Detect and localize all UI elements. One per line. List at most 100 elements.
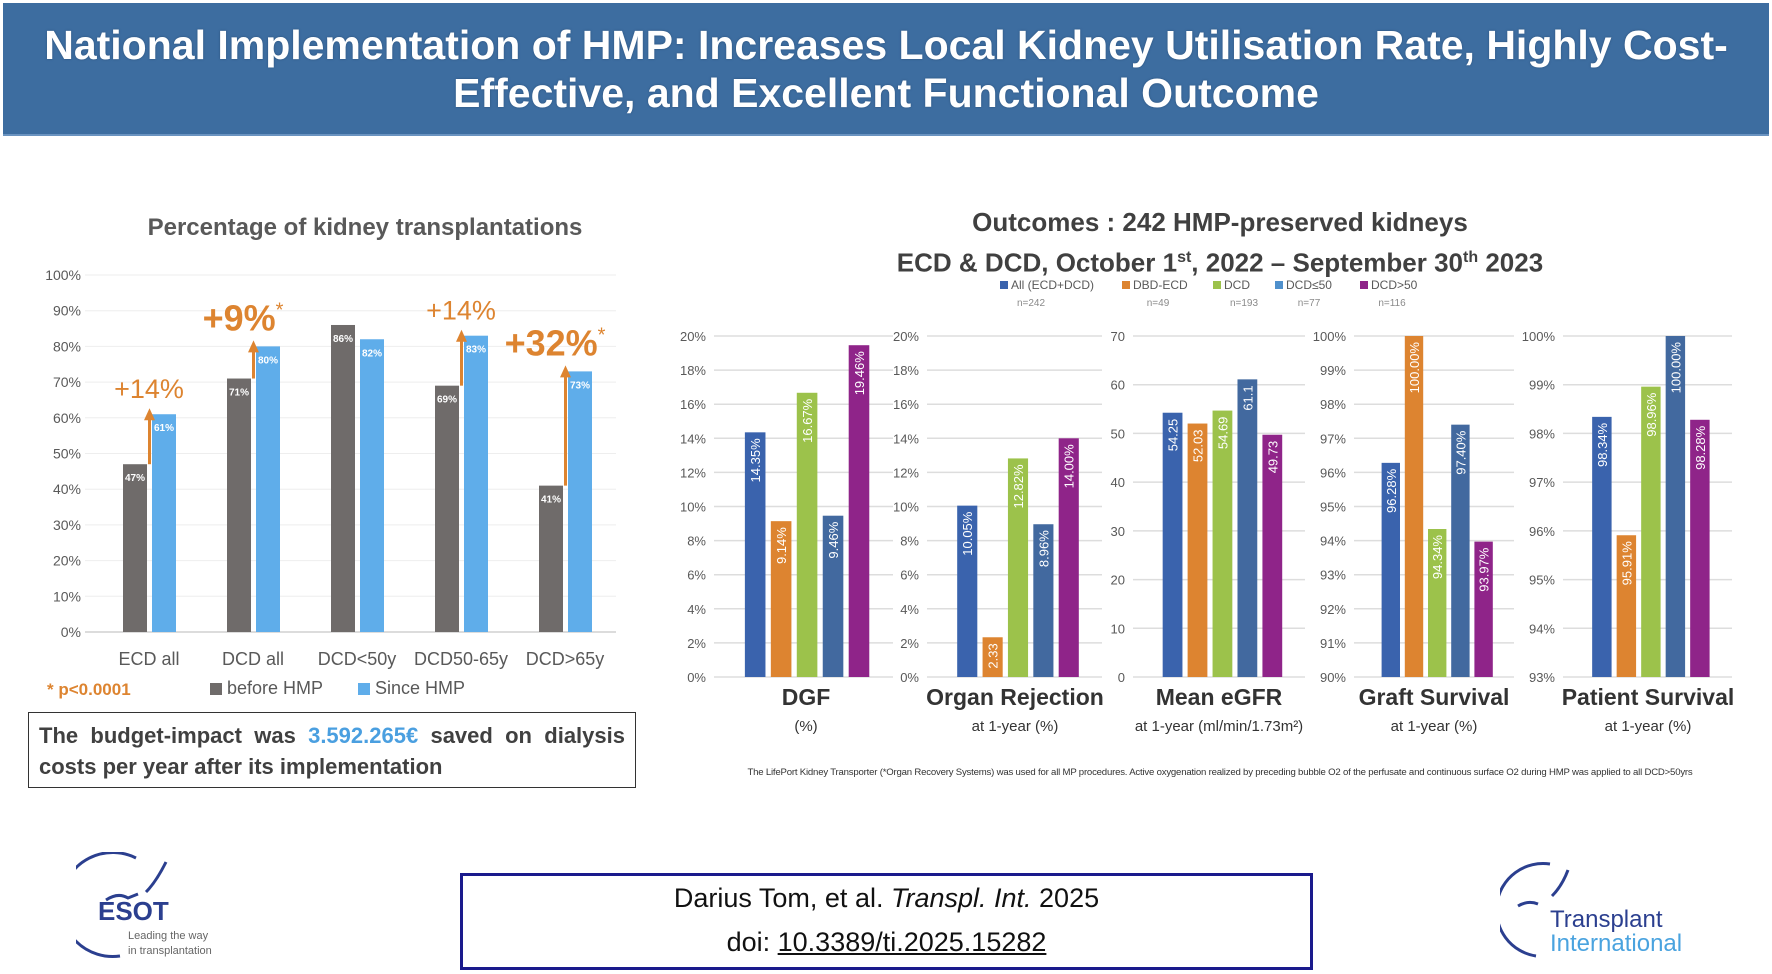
bar-value-label: 9.46%	[826, 521, 841, 558]
legend-item: DBD-ECD	[1122, 278, 1188, 292]
legend-swatch	[1275, 281, 1283, 289]
y-tick-label: 0%	[687, 670, 706, 685]
y-tick-label: 98%	[1320, 397, 1346, 412]
y-tick-label: 20%	[893, 329, 919, 344]
y-tick-label: 2%	[900, 636, 919, 651]
y-tick-label: 90%	[1320, 670, 1346, 685]
bar-value-label: 96.28%	[1384, 468, 1399, 513]
significance-star: *	[276, 299, 284, 321]
bar-dcd-50	[1474, 541, 1493, 677]
x-tick-label: DCD all	[222, 649, 284, 669]
panel-title-dgf: DGF	[781, 684, 831, 710]
bar-dbd-ecd	[770, 521, 792, 677]
bar-dbd-ecd	[982, 637, 1003, 677]
y-tick-label: 60	[1111, 378, 1125, 393]
bar-all-ecd-dcd-	[744, 432, 766, 677]
bar-value-label: 8.96%	[1036, 530, 1051, 567]
y-tick-label: 93%	[1320, 568, 1346, 583]
y-tick-label: 10%	[893, 500, 919, 515]
y-tick-label: 93%	[1529, 670, 1555, 685]
bar-dcd	[1641, 386, 1661, 677]
bar-value-label: 10.05%	[960, 511, 975, 556]
y-tick-label: 80%	[53, 338, 81, 354]
increase-annotation: +14%	[426, 296, 496, 326]
citation-year: 2025	[1031, 883, 1100, 913]
esot-tagline: in transplantation	[128, 945, 212, 957]
bar-value-label: 83%	[466, 345, 486, 356]
y-tick-label: 94%	[1529, 621, 1555, 636]
y-tick-label: 70%	[53, 374, 81, 390]
legend-label: DBD-ECD	[1133, 278, 1188, 292]
bar-value-label: 97.40%	[1453, 430, 1468, 475]
panel-subtitle-egfr: at 1-year (ml/min/1.73m²)	[1134, 718, 1304, 735]
legend-swatch	[1213, 281, 1221, 289]
bar-value-label: 98.96%	[1644, 392, 1659, 437]
budget-text: saved on dialysis costs per year after i…	[39, 723, 625, 779]
bar-value-label: 95.91%	[1619, 541, 1634, 586]
y-tick-label: 2%	[687, 636, 706, 651]
y-tick-label: 18%	[893, 363, 919, 378]
legend-item: DCD≤50	[1275, 278, 1332, 292]
legend-swatch	[210, 682, 222, 695]
bar-value-label: 94.34%	[1430, 535, 1445, 580]
bar-dcd-50	[1237, 379, 1258, 677]
y-tick-label: 95%	[1529, 573, 1555, 588]
y-tick-label: 100%	[1313, 329, 1347, 344]
bar-value-label: 71%	[229, 388, 249, 399]
subtitle-part: 2023	[1478, 247, 1544, 278]
y-tick-label: 14%	[680, 431, 706, 446]
bar-dbd-ecd	[1404, 336, 1424, 677]
legend-n: n=77	[1297, 298, 1321, 309]
legend-n: n=193	[1229, 298, 1259, 309]
bar-all-ecd-dcd-	[957, 505, 978, 677]
y-tick-label: 70	[1111, 329, 1125, 344]
bar-since	[152, 414, 176, 632]
y-tick-label: 0%	[900, 670, 919, 685]
bar-value-label: 100.00%	[1668, 342, 1683, 394]
bar-value-label: 47%	[125, 473, 145, 484]
esot-name: ESOT	[98, 896, 169, 926]
y-tick-label: 6%	[687, 568, 706, 583]
y-tick-label: 20%	[53, 553, 81, 569]
legend-item-before: before HMP	[210, 678, 323, 699]
bar-before	[227, 378, 251, 632]
bar-before	[539, 485, 563, 632]
bar-value-label: 73%	[570, 380, 590, 391]
bar-value-label: 61%	[154, 423, 174, 434]
esot-logo: ESOT Leading the way in transplantation	[59, 851, 236, 964]
increase-annotation: +9%*	[203, 297, 284, 338]
bar-value-label: 12.82%	[1011, 464, 1026, 509]
doi-link[interactable]: 10.3389/ti.2025.15282	[777, 927, 1047, 957]
bar-dcd-50	[1690, 419, 1710, 677]
panel-subtitle-graft: at 1-year (%)	[1390, 718, 1478, 735]
panel-subtitle-dgf: (%)	[794, 718, 818, 735]
legend-label: DCD	[1224, 278, 1250, 292]
bar-value-label: 93.97%	[1477, 547, 1492, 592]
bar-all-ecd-dcd-	[1162, 412, 1183, 677]
y-tick-label: 4%	[687, 602, 706, 617]
y-tick-label: 16%	[680, 397, 706, 412]
increase-arrowhead	[560, 365, 571, 378]
legend-item-since: Since HMP	[358, 678, 465, 699]
y-tick-label: 90%	[53, 303, 81, 319]
panel-title-egfr: Mean eGFR	[1155, 684, 1283, 710]
subtitle-sup: st	[1177, 249, 1192, 266]
y-tick-label: 60%	[53, 410, 81, 426]
bar-value-label: 82%	[362, 348, 382, 359]
y-tick-label: 97%	[1320, 431, 1346, 446]
y-tick-label: 94%	[1320, 534, 1346, 549]
legend-label: All (ECD+DCD)	[1011, 278, 1095, 292]
citation-journal: Transpl. Int.	[890, 883, 1032, 913]
y-tick-label: 50%	[53, 446, 81, 462]
bar-dbd-ecd	[1187, 423, 1208, 677]
bar-since	[464, 335, 488, 632]
y-tick-label: 0	[1118, 670, 1125, 685]
subtitle-sup: th	[1463, 249, 1479, 266]
panel-subtitle-patient: at 1-year (%)	[1604, 718, 1692, 735]
bar-dcd	[1428, 529, 1447, 677]
bar-value-label: 69%	[437, 395, 457, 406]
bar-value-label: 19.46%	[852, 351, 867, 396]
y-tick-label: 8%	[900, 534, 919, 549]
transplant-international-logo: Transplant International	[1494, 860, 1720, 960]
